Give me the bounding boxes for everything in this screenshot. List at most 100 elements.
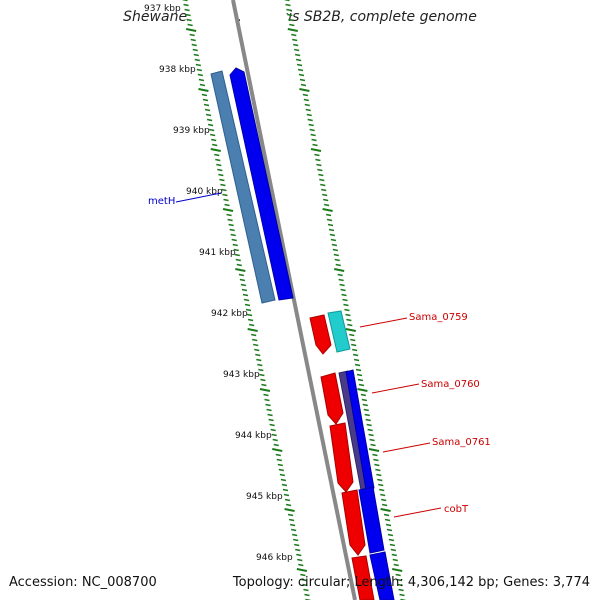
right-ruler-tick <box>344 308 350 312</box>
gene-forward-2[interactable] <box>358 486 385 554</box>
gene-reverse-bottom[interactable] <box>351 555 375 600</box>
left-ruler-tick <box>207 123 214 127</box>
left-ruler-tick <box>199 83 206 87</box>
left-ruler-tick <box>197 73 204 77</box>
ruler-ticks <box>182 0 406 600</box>
left-ruler-tick <box>194 58 200 62</box>
left-ruler-tick <box>219 178 225 182</box>
tick-label-939: 939 kbp <box>173 126 210 136</box>
left-ruler-tick <box>281 483 288 487</box>
genome-backbone <box>231 0 357 600</box>
left-ruler-tick <box>264 398 270 402</box>
left-ruler-tick <box>277 463 283 467</box>
gene-forward-1[interactable] <box>345 369 375 491</box>
right-ruler-tick <box>294 53 301 57</box>
right-ruler-tick <box>399 593 405 597</box>
right-ruler-tick <box>320 183 326 187</box>
right-ruler-tick <box>307 118 313 122</box>
gene-label-metH[interactable]: metH <box>148 196 175 207</box>
right-ruler-tick <box>350 338 356 342</box>
right-ruler-tick <box>322 193 328 197</box>
left-ruler-tick <box>210 133 216 137</box>
right-ruler-tick <box>389 543 396 547</box>
left-ruler-tick <box>187 23 193 27</box>
right-ruler-tick <box>326 218 333 222</box>
left-ruler-tick <box>233 248 239 252</box>
left-ruler-tick <box>258 368 264 372</box>
left-ruler-tick <box>247 328 258 332</box>
right-ruler-tick <box>340 288 346 292</box>
gene-steelblue-feature[interactable] <box>210 70 276 304</box>
right-ruler-tick <box>291 33 297 37</box>
gene-labels: metH Sama_0759 Sama_0760 Sama_0761 cobT <box>148 192 491 518</box>
left-ruler-tick <box>260 378 266 382</box>
right-ruler-tick <box>341 293 347 297</box>
tick-label-941: 941 kbp <box>199 248 236 258</box>
right-ruler-tick <box>380 493 386 497</box>
left-ruler-tick <box>202 98 209 102</box>
right-ruler-tick <box>338 278 344 282</box>
right-ruler-tick <box>384 518 391 522</box>
left-ruler-tick <box>190 38 196 42</box>
right-ruler-tick <box>366 423 372 427</box>
left-ruler-tick <box>279 473 286 477</box>
right-ruler-tick <box>331 243 338 247</box>
gene-metH-forward[interactable] <box>229 67 294 301</box>
gene-sama0760-reverse[interactable] <box>320 372 344 425</box>
gene-cobT-reverse[interactable] <box>341 489 366 556</box>
left-ruler-tick <box>191 43 197 47</box>
gene-cyan-feature[interactable] <box>327 310 351 353</box>
left-ruler-tick <box>215 158 221 162</box>
right-ruler-tick <box>317 168 323 172</box>
right-ruler-tick <box>319 178 325 182</box>
right-ruler-tick <box>315 158 321 162</box>
right-ruler-tick <box>352 348 358 352</box>
right-ruler-tick <box>362 403 368 407</box>
right-ruler-tick <box>395 573 401 577</box>
gene-sama0759-reverse[interactable] <box>309 314 332 355</box>
right-ruler-tick <box>318 173 324 177</box>
left-ruler-tick <box>283 493 290 497</box>
left-ruler-tick <box>245 308 252 312</box>
left-ruler-tick <box>294 543 300 547</box>
gene-label-sama0760[interactable]: Sama_0760 <box>421 379 480 390</box>
left-ruler-tick <box>293 538 299 542</box>
tick-label-945: 945 kbp <box>246 492 283 502</box>
gene-forward-bottom[interactable] <box>369 551 395 600</box>
gene-label-sama0761[interactable]: Sama_0761 <box>432 437 491 448</box>
left-ruler-tick <box>302 583 308 587</box>
left-ruler-tick <box>238 273 245 277</box>
right-ruler-tick <box>287 28 298 32</box>
left-ruler-tick <box>243 298 250 302</box>
gene-sama0761-reverse[interactable] <box>329 422 354 493</box>
left-ruler-tick <box>186 18 192 22</box>
left-ruler-tick <box>217 168 223 172</box>
gene-label-cobT[interactable]: cobT <box>444 504 469 515</box>
left-ruler-tick <box>234 253 240 257</box>
tick-label-938: 938 kbp <box>159 65 196 75</box>
left-ruler-tick <box>276 458 282 462</box>
right-ruler-tick <box>351 343 357 347</box>
right-ruler-tick <box>380 508 391 512</box>
right-ruler-tick <box>373 458 379 462</box>
left-ruler-tick <box>252 338 258 342</box>
left-ruler-tick <box>204 108 211 112</box>
left-ruler-tick <box>269 423 275 427</box>
right-ruler-tick <box>337 273 343 277</box>
right-ruler-tick <box>368 448 380 452</box>
right-ruler-tick <box>332 248 338 252</box>
right-ruler-tick <box>347 323 353 327</box>
left-ruler-tick <box>210 148 221 152</box>
left-ruler-tick <box>292 533 298 537</box>
left-ruler-tick <box>232 243 238 247</box>
left-ruler-tick <box>183 3 189 7</box>
right-ruler-tick <box>345 313 351 317</box>
gene-label-sama0759[interactable]: Sama_0759 <box>409 312 468 323</box>
right-ruler-tick <box>306 113 312 117</box>
right-ruler-tick <box>391 553 397 557</box>
left-ruler-tick <box>221 188 227 192</box>
left-ruler-tick <box>241 288 248 292</box>
left-ruler-tick <box>284 508 295 512</box>
right-ruler-tick <box>287 13 293 17</box>
